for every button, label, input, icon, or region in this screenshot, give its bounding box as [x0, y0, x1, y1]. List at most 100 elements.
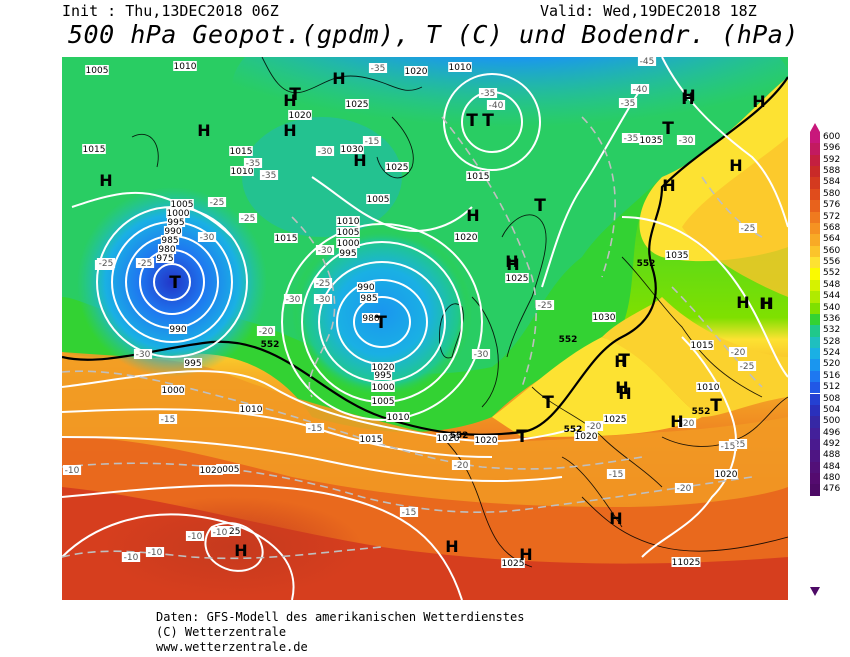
legend-label: 476 — [823, 484, 841, 495]
isobar-label-bg — [466, 171, 490, 181]
legend-label: 552 — [823, 268, 841, 279]
high-pressure-marker: H — [506, 255, 519, 274]
isotherm-label-bg — [210, 527, 230, 537]
isotherm-label-bg — [674, 483, 694, 493]
legend-label: 540 — [823, 302, 841, 313]
isobar-label-bg — [371, 396, 395, 406]
legend-row: 536 — [808, 313, 848, 326]
isobar-label: 1005 — [337, 228, 360, 238]
legend-row: 560 — [808, 245, 848, 258]
high-pressure-marker: H — [283, 91, 296, 110]
isobar-label-bg — [690, 340, 714, 350]
isobar-label: 1010 — [231, 167, 254, 177]
legend-swatch — [810, 302, 820, 314]
legend-swatch — [810, 416, 820, 428]
isobar-label-bg — [173, 61, 197, 71]
isotherm-label-bg — [676, 135, 696, 145]
legend-row: 548 — [808, 279, 848, 292]
legend-swatch — [810, 404, 820, 417]
legend-row: 580 — [808, 188, 848, 201]
legend-label: 484 — [823, 461, 841, 472]
legend-row: 576 — [808, 200, 848, 212]
legend-swatch — [810, 177, 820, 189]
legend-row: 476 — [808, 484, 848, 496]
isotherm-label-bg — [737, 361, 757, 371]
legend-label: 516 — [823, 370, 841, 381]
isotherm-label-bg — [451, 460, 471, 470]
isotherm-label: -10 — [124, 553, 139, 563]
isotherm-label: -25 — [316, 279, 331, 289]
isobar-label: 1000 — [162, 386, 185, 396]
isobar-label: 1020 — [437, 434, 460, 444]
isotherm-label: -45 — [640, 57, 655, 67]
legend-swatch — [810, 143, 820, 155]
isobar-label-bg — [85, 65, 109, 75]
isobar-label: 1020 — [715, 470, 738, 480]
footer-url: www.wetterzentrale.de — [156, 640, 308, 654]
isotherm-label-bg — [305, 423, 325, 433]
isotherm-label: -15 — [609, 470, 624, 480]
legend-swatch — [810, 268, 820, 280]
isobar-label: 1025 — [346, 100, 369, 110]
isotherm-label: -40 — [489, 101, 504, 111]
high-pressure-marker: H — [505, 252, 518, 271]
legend-label: 564 — [823, 234, 841, 245]
legend-row: 540 — [808, 302, 848, 314]
legend-row: 588 — [808, 166, 848, 178]
legend-row: 564 — [808, 234, 848, 246]
legend-label: 592 — [823, 154, 841, 165]
isobar-label-bg — [160, 235, 180, 245]
legend-row: 532 — [808, 325, 848, 337]
legend-row: 488 — [808, 450, 848, 462]
isobar-label: 985 — [161, 236, 178, 246]
legend-label: 532 — [823, 325, 841, 336]
isobar-label: 1020 — [289, 111, 312, 121]
isotherm-label: -30 — [286, 295, 301, 305]
contour-552-label: 552 — [261, 340, 280, 350]
isotherm-label: -15 — [365, 137, 380, 147]
high-pressure-marker: H — [609, 509, 622, 528]
contour-552-label: 552 — [559, 335, 578, 345]
legend-row: 568 — [808, 222, 848, 235]
legend-row: 596 — [808, 143, 848, 155]
isotherm-label-bg — [718, 441, 738, 451]
footer-copyright: (C) Wetterzentrale — [156, 625, 287, 639]
isobar-label: 1015 — [230, 147, 253, 157]
contour-552-label: 552 — [564, 425, 583, 435]
isobar-label: 1025 — [502, 559, 525, 569]
low-pressure-marker: T — [516, 427, 528, 447]
isobar-label: 1020 — [405, 67, 428, 77]
legend-row: 524 — [808, 348, 848, 360]
legend-label: 584 — [823, 177, 841, 188]
legend-swatch — [810, 473, 820, 485]
high-pressure-marker: H — [662, 176, 675, 195]
isobar-label-bg — [714, 469, 738, 479]
isobar-label-bg — [345, 99, 369, 109]
isobar-label: 1020 — [575, 432, 598, 442]
isobar-label: 995 — [184, 359, 201, 369]
high-pressure-marker: H — [466, 206, 479, 225]
high-pressure-marker: H — [353, 151, 366, 170]
isotherm-label: -10 — [213, 528, 228, 538]
isobar-label: 1020 — [372, 363, 395, 373]
isobar-label-bg — [696, 382, 720, 392]
legend-label: 572 — [823, 211, 841, 222]
legend-label: 496 — [823, 427, 841, 438]
isobar-label-bg — [166, 217, 186, 227]
legend-swatch — [810, 222, 820, 235]
high-pressure-marker: H — [618, 384, 631, 403]
isotherm-label-bg — [256, 326, 276, 336]
legend-label: 536 — [823, 313, 841, 324]
high-pressure-marker: H — [729, 156, 742, 175]
isobar-label-bg — [386, 412, 410, 422]
legend-row: 512 — [808, 382, 848, 394]
legend-swatch — [810, 154, 820, 167]
isobar-label-bg — [404, 66, 428, 76]
legend-swatch — [810, 450, 820, 462]
isobar-label-bg — [157, 244, 177, 254]
low-pressure-marker: T — [618, 351, 630, 371]
isobar-label: 1005 — [367, 195, 390, 205]
isobar-label-bg — [336, 227, 360, 237]
low-pressure-marker: T — [169, 273, 181, 293]
isobar-label: 1010 — [174, 62, 197, 72]
